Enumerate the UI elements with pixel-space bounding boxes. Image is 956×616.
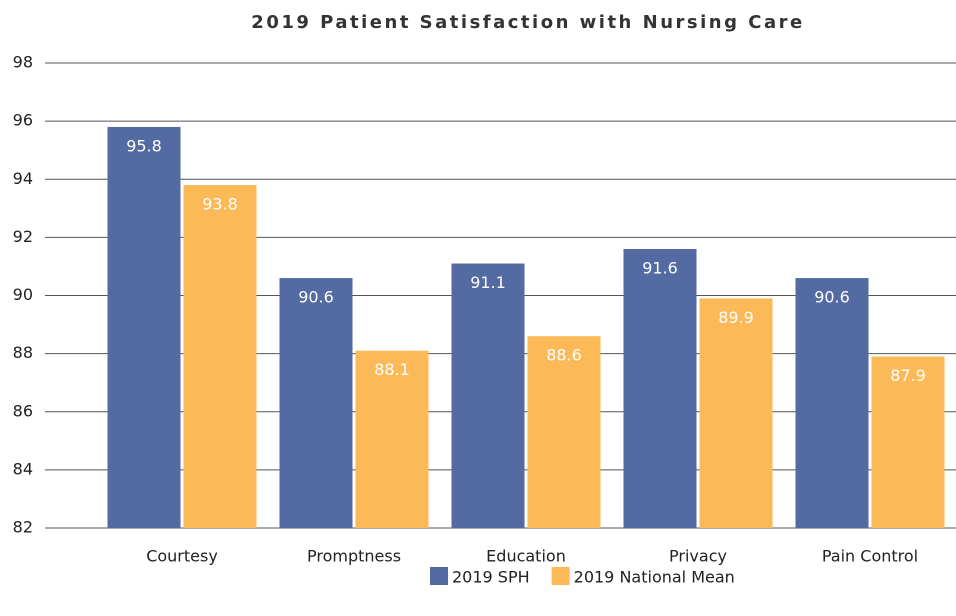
bar [871,356,945,528]
value-label: 89.9 [718,308,754,327]
value-label: 90.6 [814,288,850,307]
value-label: 90.6 [298,288,334,307]
x-tick-label: Pain Control [822,547,918,566]
y-tick-label: 94 [13,169,33,188]
legend-label: 2019 SPH [452,568,530,587]
value-label: 95.8 [126,136,162,155]
y-tick-label: 84 [13,459,33,478]
chart-title: 2019 Patient Satisfaction with Nursing C… [251,12,804,33]
x-tick-label: Promptness [307,547,401,566]
bar [355,350,429,528]
legend-label: 2019 National Mean [574,568,735,587]
legend-swatch [430,567,448,585]
value-label: 91.1 [470,273,506,292]
bar [795,278,869,528]
y-tick-label: 90 [13,285,33,304]
x-tick-label: Courtesy [146,547,218,566]
bar [279,278,353,528]
y-tick-label: 98 [13,53,33,72]
x-tick-label: Education [486,547,566,566]
x-tick-label: Privacy [669,547,727,566]
y-tick-label: 92 [13,227,33,246]
value-label: 93.8 [202,195,238,214]
bar [451,263,525,528]
legend-swatch [551,567,570,585]
bar [699,298,773,528]
bar [107,126,181,528]
value-label: 91.6 [642,259,678,278]
bar [183,185,257,528]
y-tick-label: 88 [13,343,33,362]
value-label: 88.6 [546,346,582,365]
value-label: 88.1 [374,360,410,379]
bar [527,336,601,528]
y-tick-label: 96 [13,111,33,130]
y-tick-label: 82 [13,518,33,537]
bar [623,249,697,528]
y-tick-label: 86 [13,401,33,420]
value-label: 87.9 [890,366,926,385]
